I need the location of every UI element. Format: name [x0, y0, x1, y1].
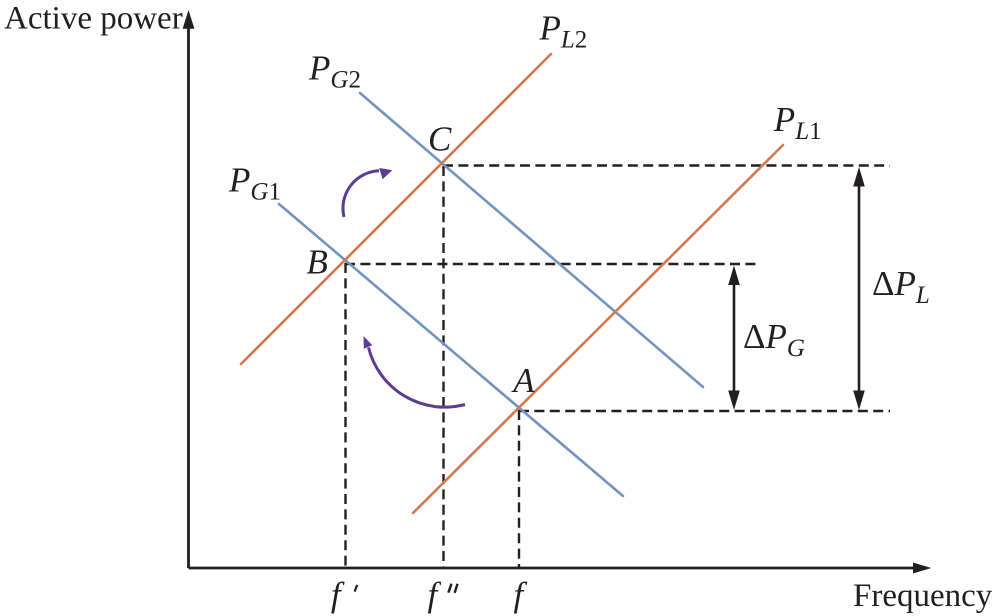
svg-text:PL1: PL1: [773, 100, 822, 145]
svg-text:ΔPG: ΔPG: [743, 317, 805, 362]
svg-text:C: C: [428, 120, 452, 159]
svg-text:Frequency: Frequency: [853, 578, 992, 614]
svg-text:A: A: [511, 361, 535, 400]
svg-text:B: B: [307, 242, 328, 281]
svg-text:PG2: PG2: [308, 49, 361, 94]
svg-text:PG1: PG1: [228, 161, 281, 206]
svg-text:Active power: Active power: [4, 0, 183, 36]
svg-text:ΔPL: ΔPL: [872, 264, 930, 309]
svg-text:PL2: PL2: [539, 9, 588, 54]
